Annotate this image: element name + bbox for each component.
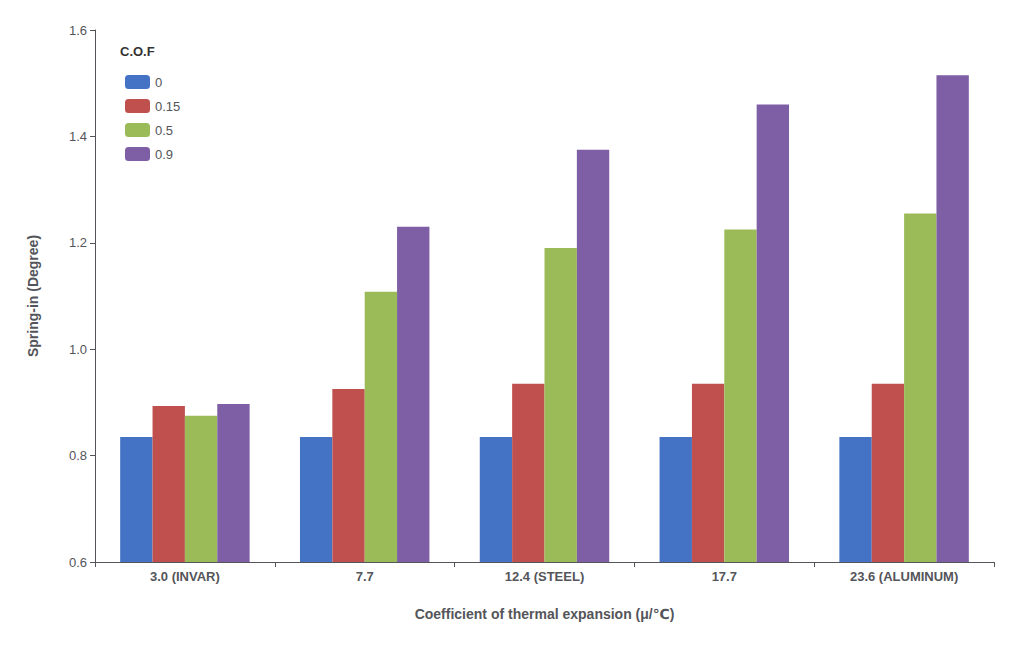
svg-text:1.2: 1.2 — [69, 235, 87, 250]
svg-text:1.6: 1.6 — [69, 23, 87, 38]
svg-text:1.0: 1.0 — [69, 342, 87, 357]
svg-text:0: 0 — [155, 75, 162, 90]
svg-text:0.5: 0.5 — [155, 123, 173, 138]
svg-text:C.O.F: C.O.F — [120, 44, 155, 59]
svg-text:0.9: 0.9 — [155, 147, 173, 162]
svg-text:1.4: 1.4 — [69, 129, 87, 144]
svg-text:Spring-in (Degree): Spring-in (Degree) — [25, 235, 41, 357]
svg-text:7.7: 7.7 — [356, 569, 374, 584]
svg-text:3.0 (INVAR): 3.0 (INVAR) — [150, 569, 220, 584]
svg-text:Coefficient of thermal expansi: Coefficient of thermal expansion (μ/℃) — [415, 606, 675, 622]
svg-text:17.7: 17.7 — [712, 569, 737, 584]
svg-text:0.8: 0.8 — [69, 448, 87, 463]
svg-text:0.15: 0.15 — [155, 99, 180, 114]
svg-text:12.4 (STEEL): 12.4 (STEEL) — [505, 569, 584, 584]
svg-text:23.6 (ALUMINUM): 23.6 (ALUMINUM) — [850, 569, 958, 584]
svg-text:0.6: 0.6 — [69, 555, 87, 570]
